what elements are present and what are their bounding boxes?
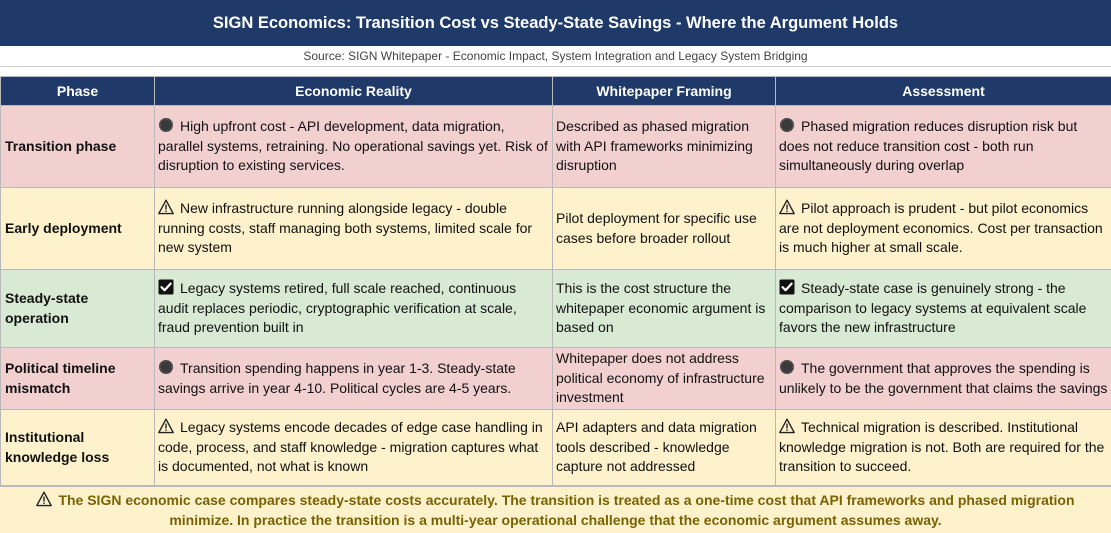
red-circle-icon [158, 359, 174, 375]
header-economic-reality: Economic Reality [154, 76, 553, 106]
phase-cell: Early deployment [0, 187, 155, 270]
economic-reality-text: High upfront cost - API development, dat… [158, 118, 548, 174]
table-row: Steady-state operation Legacy systems re… [0, 269, 1111, 348]
economic-reality-cell: Legacy systems retired, full scale reach… [154, 269, 553, 348]
table-row: Early deployment New infrastructure runn… [0, 187, 1111, 270]
warning-icon [158, 199, 174, 215]
header-phase: Phase [0, 76, 155, 106]
economic-reality-text: New infrastructure running alongside leg… [158, 200, 533, 256]
economic-reality-text: Legacy systems encode decades of edge ca… [158, 419, 543, 475]
assessment-text: Pilot approach is prudent - but pilot ec… [779, 200, 1103, 256]
assessment-text: Phased migration reduces disruption risk… [779, 118, 1078, 174]
checkmark-icon [158, 279, 174, 295]
warning-icon [36, 491, 53, 507]
red-circle-icon [779, 117, 795, 133]
economic-reality-text: Legacy systems retired, full scale reach… [158, 280, 517, 336]
table-row: Political timeline mismatch Transition s… [0, 347, 1111, 410]
economic-reality-cell: New infrastructure running alongside leg… [154, 187, 553, 270]
red-circle-icon [158, 117, 174, 133]
table-row: Institutional knowledge loss Legacy syst… [0, 409, 1111, 486]
table-row: Transition phase High upfront cost - API… [0, 105, 1111, 188]
phase-cell: Political timeline mismatch [0, 347, 155, 410]
economic-reality-cell: Legacy systems encode decades of edge ca… [154, 409, 553, 486]
assessment-cell: Technical migration is described. Instit… [775, 409, 1111, 486]
assessment-cell: Pilot approach is prudent - but pilot ec… [775, 187, 1111, 270]
phase-cell: Transition phase [0, 105, 155, 188]
assessment-cell: Phased migration reduces disruption risk… [775, 105, 1111, 188]
warning-icon [158, 418, 174, 434]
page-title: SIGN Economics: Transition Cost vs Stead… [0, 0, 1111, 46]
assessment-text: The government that approves the spendin… [779, 360, 1108, 396]
phase-cell: Institutional knowledge loss [0, 409, 155, 486]
header-whitepaper-framing: Whitepaper Framing [552, 76, 776, 106]
whitepaper-framing-cell: This is the cost structure the whitepape… [552, 269, 776, 348]
conclusion-content: The SIGN economic case compares steady-s… [6, 490, 1105, 530]
economic-reality-text: Transition spending happens in year 1-3.… [158, 360, 516, 396]
conclusion-banner: The SIGN economic case compares steady-s… [0, 486, 1111, 533]
whitepaper-framing-cell: Pilot deployment for specific use cases … [552, 187, 776, 270]
conclusion-text: The SIGN economic case compares steady-s… [58, 492, 1075, 528]
warning-icon [779, 199, 795, 215]
warning-icon [779, 418, 795, 434]
whitepaper-framing-cell: API adapters and data migration tools de… [552, 409, 776, 486]
red-circle-icon [779, 359, 795, 375]
phase-cell: Steady-state operation [0, 269, 155, 348]
whitepaper-framing-cell: Whitepaper does not address political ec… [552, 347, 776, 410]
assessment-text: Technical migration is described. Instit… [779, 419, 1105, 475]
assessment-text: Steady-state case is genuinely strong - … [779, 280, 1087, 336]
economic-reality-cell: High upfront cost - API development, dat… [154, 105, 553, 188]
whitepaper-framing-cell: Described as phased migration with API f… [552, 105, 776, 188]
checkmark-icon [779, 279, 795, 295]
assessment-table: Phase Economic Reality Whitepaper Framin… [0, 76, 1111, 486]
table-header-row: Phase Economic Reality Whitepaper Framin… [0, 76, 1111, 106]
assessment-cell: Steady-state case is genuinely strong - … [775, 269, 1111, 348]
economic-reality-cell: Transition spending happens in year 1-3.… [154, 347, 553, 410]
source-line: Source: SIGN Whitepaper - Economic Impac… [0, 46, 1111, 67]
header-assessment: Assessment [775, 76, 1111, 106]
assessment-cell: The government that approves the spendin… [775, 347, 1111, 410]
